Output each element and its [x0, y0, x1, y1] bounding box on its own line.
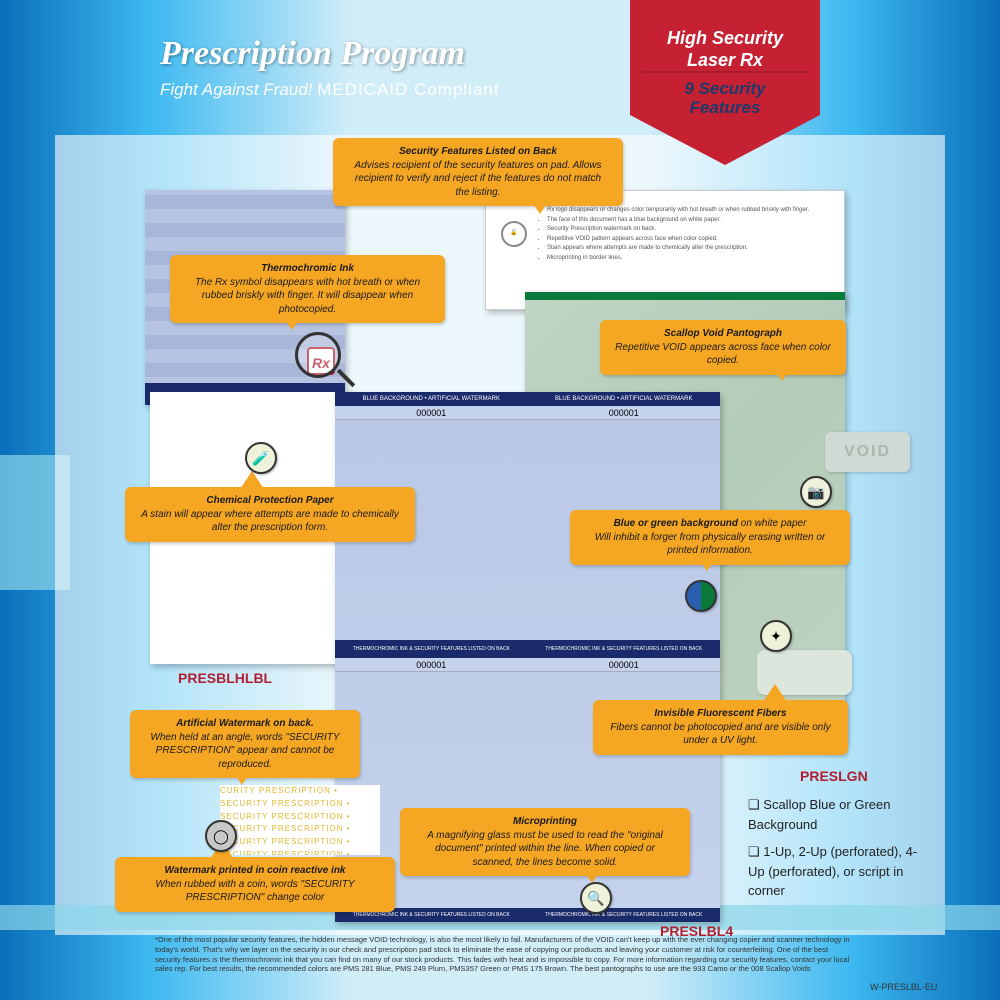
callout-thermo: Thermochromic Ink The Rx symbol disappear… — [170, 255, 445, 323]
back-bullet: Rx logo disappears or changes color temp… — [547, 206, 832, 216]
back-bullet: Microprinting in border lines. — [547, 254, 832, 264]
c-thermo-body: The Rx symbol disappears with hot breath… — [195, 277, 420, 315]
fiber-icon: ✦ — [760, 620, 792, 652]
mdoc-num1: 000001 — [416, 408, 446, 418]
doc-code: W-PRESLBL-EU — [870, 982, 937, 992]
magnifier-rx — [295, 332, 341, 378]
footnote: *One of the most popular security featur… — [155, 935, 855, 974]
ribbon-line2: 9 Security Features — [630, 80, 820, 117]
c-chem-title: Chemical Protection Paper — [206, 495, 333, 506]
page-subtitle: Fight Against Fraud! MEDICAID Compliant — [160, 80, 500, 100]
c-secback-body: Advises recipient of the security featur… — [355, 160, 602, 198]
lock-icon: 🔒 — [501, 221, 527, 247]
option-2: 1-Up, 2-Up (perforated), 4-Up (perforate… — [748, 842, 933, 901]
c-artwm-body: When held at an angle, words "SECURITY P… — [150, 732, 339, 770]
mdoc-num3: 000001 — [416, 660, 446, 670]
back-bullet: The face of this document has a blue bac… — [547, 216, 832, 226]
ribbon-line1: High Security Laser Rx — [630, 28, 820, 71]
callout-chem: Chemical Protection Paper A stain will ap… — [125, 487, 415, 542]
product-label-2: PRESLGN — [800, 768, 868, 784]
page-title: Prescription Program — [160, 35, 465, 73]
callout-fibers: Invisible Fluorescent Fibers Fibers canno… — [593, 700, 848, 755]
option-1: Scallop Blue or Green Background — [748, 795, 933, 834]
mdoc-num4: 000001 — [609, 660, 639, 670]
mdoc-hdr-r: BLUE BACKGROUND • ARTIFICIAL WATERMARK — [555, 396, 692, 402]
back-bullet: Repetitive VOID pattern appears across f… — [547, 235, 832, 245]
c-coin-body: When rubbed with a coin, words "SECURITY… — [155, 879, 354, 904]
c-secback-title: Security Features Listed on Back — [399, 146, 557, 157]
c-micro-body: A magnifying glass must be used to read … — [427, 830, 663, 868]
product-label-1: PRESBLHLBL — [178, 670, 272, 686]
mdoc-mid2: THERMOCHROMIC INK & SECURITY FEATURES LI… — [545, 646, 702, 652]
callout-artwm: Artificial Watermark on back. When held a… — [130, 710, 360, 778]
mdoc-num2: 000001 — [609, 408, 639, 418]
security-ribbon: High Security Laser Rx 9 Security Featur… — [630, 0, 820, 160]
subtitle-plain: MEDICAID Compliant — [317, 80, 499, 99]
mdoc-hdr-l: BLUE BACKGROUND • ARTIFICIAL WATERMARK — [363, 396, 500, 402]
c-chem-body: A stain will appear where attempts are m… — [141, 509, 399, 534]
c-coin-title: Watermark printed in coin reactive ink — [165, 865, 346, 876]
callout-scallop: Scallop Void Pantograph Repetitive VOID a… — [600, 320, 846, 375]
c-thermo-title: Thermochromic Ink — [261, 263, 354, 274]
magnifier-icon: 🔍 — [580, 882, 612, 914]
mdoc-mid1: THERMOCHROMIC INK & SECURITY FEATURES LI… — [353, 646, 510, 652]
back-bullet: Security Prescription watermark on back. — [547, 225, 832, 235]
c-bluebg-title: Blue or green background — [614, 518, 738, 529]
mdoc-ftr2: THERMOCHROMIC INK & SECURITY FEATURES LI… — [545, 912, 702, 918]
back-bullet: Stain appears where attempts are made to… — [547, 244, 832, 254]
mdoc-ftr1: THERMOCHROMIC INK & SECURITY FEATURES LI… — [353, 912, 510, 918]
c-fibers-body: Fibers cannot be photocopied and are vis… — [610, 722, 830, 747]
c-artwm-title: Artificial Watermark on back. — [176, 718, 314, 729]
coin-icon: ◯ — [205, 820, 237, 852]
c-bluebg-tail: on white paper — [738, 518, 806, 529]
options-list: Scallop Blue or Green Background 1-Up, 2… — [748, 795, 933, 901]
chemical-icon: 🧪 — [245, 442, 277, 474]
c-scallop-title: Scallop Void Pantograph — [664, 328, 782, 339]
void-swatch: VOID — [825, 432, 910, 472]
callout-bluebg: Blue or green background on white paperW… — [570, 510, 850, 565]
callout-coin: Watermark printed in coin reactive ink Wh… — [115, 857, 395, 912]
c-fibers-title: Invisible Fluorescent Fibers — [654, 708, 786, 719]
subtitle-em: Fight Against Fraud! — [160, 80, 312, 99]
callout-micro: Microprinting A magnifying glass must be … — [400, 808, 690, 876]
camera-icon: 📷 — [800, 476, 832, 508]
c-scallop-body: Repetitive VOID appears across face when… — [615, 342, 831, 367]
c-micro-title: Microprinting — [513, 816, 577, 827]
yellow-watermark-sample: CURITY PRESCRIPTION • SECURITY PRESCRIPT… — [220, 785, 380, 855]
bluegreen-icon — [685, 580, 717, 612]
callout-secback: Security Features Listed on Back Advises … — [333, 138, 623, 206]
